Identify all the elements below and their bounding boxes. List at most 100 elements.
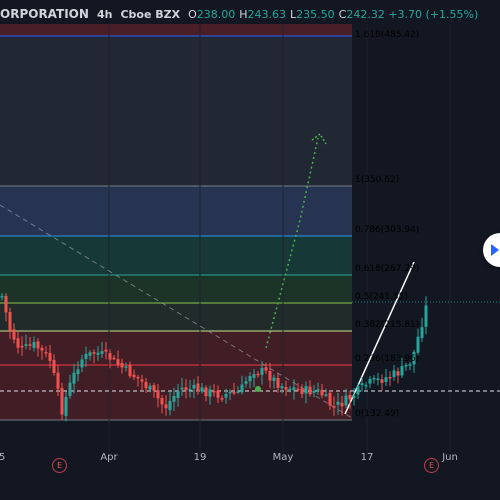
candle-body (0, 295, 4, 298)
candle-body (388, 376, 392, 379)
candle-body (32, 342, 36, 348)
candle-body (316, 389, 320, 392)
candle-body (124, 366, 128, 368)
candle-body (244, 381, 248, 384)
ohlc-low: L235.50 (290, 8, 335, 21)
candle-body (176, 391, 180, 398)
candle-body (408, 364, 412, 366)
candle-body (144, 382, 148, 389)
candle-body (152, 384, 156, 391)
candle-body (240, 384, 244, 393)
candle-body (424, 305, 428, 327)
candle-body (380, 379, 384, 383)
candle-body (324, 394, 328, 396)
ohlc-legend: O238.00 H243.63 L235.50 C242.32 +3.70 (+… (188, 8, 478, 21)
fib-band (0, 236, 352, 275)
candle-body (288, 388, 292, 391)
candle-body (236, 391, 240, 393)
x-tick: May (272, 452, 294, 463)
candle-body (164, 404, 168, 409)
scroll-right-button[interactable] (483, 233, 500, 267)
candle-body (128, 364, 132, 377)
candle-body (28, 344, 32, 346)
ohlc-low-value: 235.50 (296, 7, 335, 21)
candle-body (368, 379, 372, 384)
ohlc-open: O238.00 (188, 8, 235, 21)
candle-body (208, 389, 212, 397)
candle-body (336, 401, 340, 405)
marker-dot (255, 386, 261, 392)
candle-body (256, 373, 260, 376)
interval-label[interactable]: 4h (96, 7, 113, 21)
fib-band (0, 331, 352, 365)
candle-body (104, 349, 108, 352)
candle-body (416, 336, 420, 353)
candle-body (352, 395, 356, 398)
candle-body (60, 388, 64, 415)
candle-body (260, 367, 264, 375)
candle-body (396, 371, 400, 376)
fib-label-0786: 0.786(303.94) (355, 225, 420, 235)
candle-body (100, 351, 104, 354)
fib-label-0236: 0.236(183.96) (355, 354, 420, 364)
ohlc-high: H243.63 (239, 8, 286, 21)
projection-arrowhead (311, 132, 327, 145)
candle-body (160, 397, 164, 405)
candle-body (376, 378, 380, 381)
ohlc-close-key: C (338, 7, 347, 21)
fib-band (0, 365, 352, 420)
ohlc-close: C242.32 +3.70 (+1.55%) (339, 8, 479, 21)
ohlc-open-value: 238.00 (196, 7, 236, 21)
fib-label-1618: 1.618(485.42) (355, 30, 420, 40)
ohlc-high-key: H (239, 7, 248, 21)
x-tick: Jun (442, 452, 458, 463)
candle-body (36, 341, 40, 349)
candle-body (92, 352, 96, 354)
candle-body (20, 345, 24, 348)
x-tick: 17 (360, 452, 374, 463)
candle-body (264, 367, 268, 371)
candle-body (356, 386, 360, 395)
x-tick: Apr (100, 452, 118, 463)
candle-body (156, 390, 160, 399)
symbol-header: ORPORATION 4h Cboe BZX O238.00 H243.63 L… (0, 0, 500, 28)
candle-body (404, 364, 408, 367)
fib-label-05: 0.5(241.55) (355, 292, 408, 302)
candle-body (188, 389, 192, 391)
fib-label-1: 1(350.62) (355, 175, 400, 185)
candle-body (168, 400, 172, 411)
candle-body (328, 392, 332, 406)
right-pane (352, 24, 500, 452)
symbol-name[interactable]: ORPORATION (0, 7, 89, 21)
candle-body (348, 395, 352, 400)
candle-body (80, 359, 84, 368)
candle-body (412, 351, 416, 365)
x-tick: 19 (193, 452, 207, 463)
ohlc-low-key: L (290, 7, 297, 21)
earnings-badge[interactable]: E (424, 458, 439, 473)
ohlc-high-value: 243.63 (247, 7, 287, 21)
x-axis: 5 Apr 19 May 17 Jun (0, 452, 500, 468)
candle-body (304, 386, 308, 394)
fib-band-top (0, 24, 352, 36)
candle-body (420, 327, 424, 338)
candle-body (204, 387, 208, 397)
candle-body (24, 344, 28, 346)
candle-body (76, 369, 80, 375)
candle-body (48, 352, 52, 362)
fib-band (0, 303, 352, 331)
candle-body (272, 377, 276, 381)
play-icon (491, 244, 499, 256)
candle-body (16, 338, 20, 348)
candle-body (364, 384, 368, 387)
candle-body (108, 353, 112, 360)
earnings-badge[interactable]: E (52, 458, 67, 473)
candle-body (172, 395, 176, 402)
candle-body (196, 383, 200, 392)
candle-body (192, 384, 196, 389)
candle-body (148, 385, 152, 390)
candle-body (4, 295, 8, 313)
fib-label-0: 0(132.49) (355, 409, 400, 419)
